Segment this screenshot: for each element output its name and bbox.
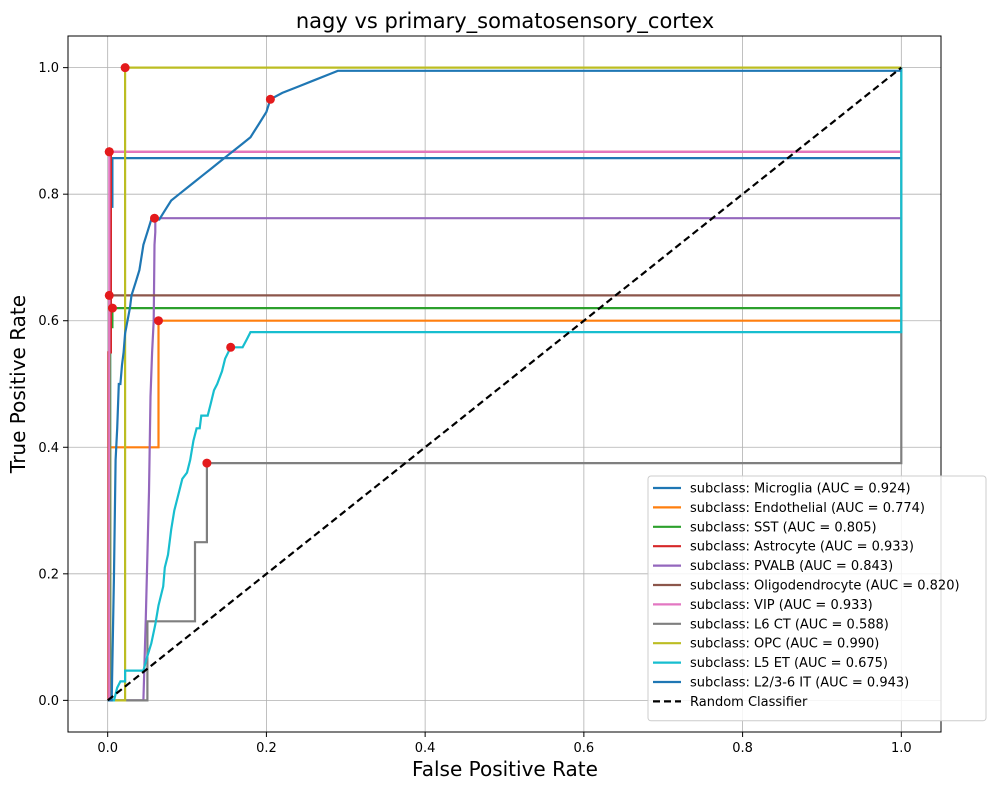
plot-area bbox=[104, 63, 903, 702]
series-line bbox=[107, 66, 902, 702]
x-tick-label: 0.0 bbox=[97, 741, 118, 756]
threshold-marker bbox=[104, 147, 114, 157]
threshold-marker bbox=[153, 316, 163, 326]
chart-title: nagy vs primary_somatosensory_cortex bbox=[296, 9, 714, 34]
legend-entry: subclass: SST (AUC = 0.805) bbox=[690, 520, 877, 535]
y-tick-label: 0.2 bbox=[38, 567, 59, 582]
x-tick-label: 0.8 bbox=[732, 741, 753, 756]
axis-ticks: 0.0 0.2 0.4 0.6 0.8 1.0 0.0 0.2 0.4 0.6 0.8 1.0 bbox=[38, 61, 911, 756]
legend-entry: subclass: PVALB (AUC = 0.843) bbox=[690, 559, 893, 574]
legend-entry: subclass: VIP (AUC = 0.933) bbox=[690, 598, 873, 613]
legend: subclass: Microglia (AUC = 0.924) subclas… bbox=[647, 475, 987, 722]
legend-entry: subclass: L6 CT (AUC = 0.588) bbox=[690, 617, 889, 632]
legend-entry: subclass: OPC (AUC = 0.990) bbox=[690, 637, 879, 652]
legend-entry: subclass: Endothelial (AUC = 0.774) bbox=[690, 501, 925, 516]
threshold-marker bbox=[120, 63, 130, 73]
y-tick-label: 0.4 bbox=[38, 441, 59, 456]
x-tick-label: 1.0 bbox=[891, 741, 912, 756]
series-line bbox=[107, 66, 902, 702]
plot-frame bbox=[67, 35, 942, 733]
threshold-marker bbox=[226, 342, 236, 352]
x-tick-label: 0.4 bbox=[415, 741, 436, 756]
legend-entry: subclass: L2/3-6 IT (AUC = 0.943) bbox=[690, 676, 909, 691]
series-line bbox=[107, 69, 902, 702]
legend-box bbox=[647, 475, 987, 722]
x-tick-label: 0.6 bbox=[574, 741, 595, 756]
y-tick-label: 0.0 bbox=[38, 694, 59, 709]
legend-entry: subclass: L5 ET (AUC = 0.675) bbox=[690, 656, 888, 671]
threshold-marker bbox=[202, 458, 212, 468]
y-tick-label: 0.6 bbox=[38, 314, 59, 329]
legend-entry: subclass: Microglia (AUC = 0.924) bbox=[690, 482, 911, 497]
threshold-marker bbox=[150, 213, 160, 223]
legend-entry: subclass: Oligodendrocyte (AUC = 0.820) bbox=[690, 579, 960, 594]
threshold-marker bbox=[104, 290, 114, 300]
x-tick-label: 0.2 bbox=[256, 741, 277, 756]
x-axis-title: False Positive Rate bbox=[412, 757, 598, 781]
legend-entry: Random Classifier bbox=[690, 695, 808, 710]
y-axis-title: True Positive Rate bbox=[6, 295, 30, 474]
series-line bbox=[107, 67, 903, 702]
legend-entry: subclass: Astrocyte (AUC = 0.933) bbox=[690, 540, 914, 555]
y-tick-label: 1.0 bbox=[38, 61, 59, 76]
threshold-marker bbox=[107, 303, 117, 313]
y-tick-label: 0.8 bbox=[38, 188, 59, 203]
threshold-marker bbox=[265, 94, 275, 104]
